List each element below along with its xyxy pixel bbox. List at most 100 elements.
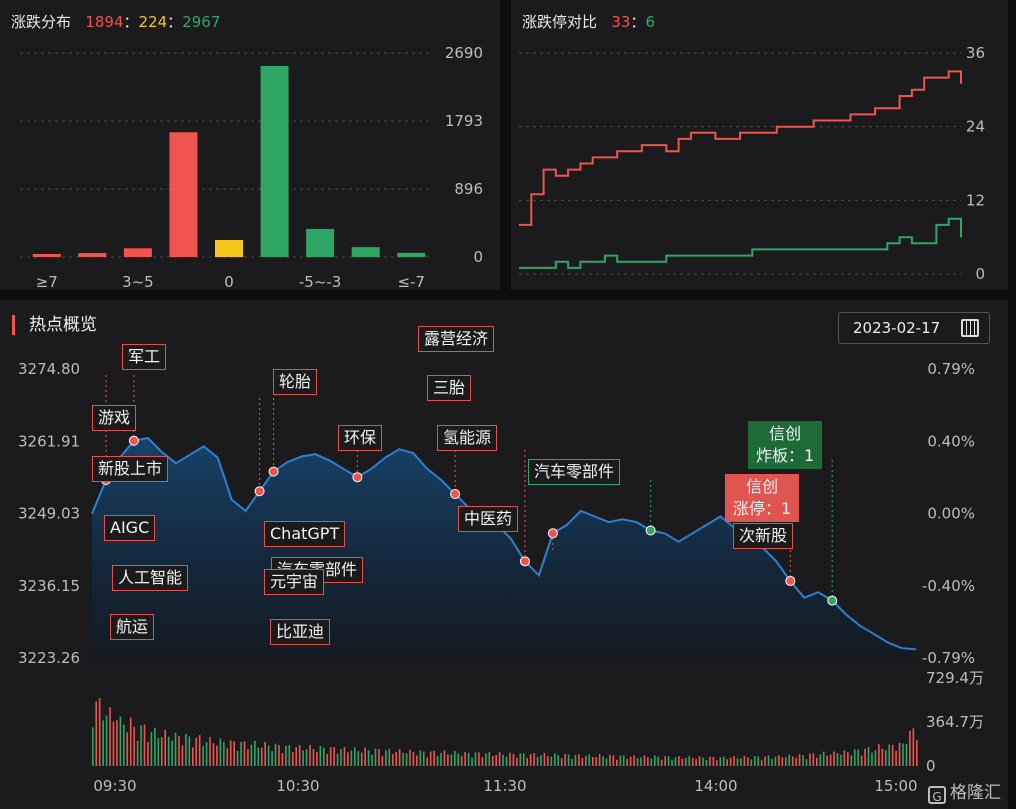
- volume-bar: [767, 755, 770, 766]
- xinchuang-zhaban-line2: 炸板：1: [756, 446, 815, 465]
- up-count: 1894: [85, 13, 124, 31]
- volume-bar: [236, 750, 239, 766]
- volume-bar: [395, 751, 397, 766]
- dist-xtick: ≥7: [36, 273, 58, 290]
- limit-compare-title-text: 涨跌停对比: [522, 13, 598, 31]
- volume-bar: [674, 757, 677, 766]
- volume-bar: [616, 759, 618, 766]
- dist-ytick: 0: [473, 248, 483, 266]
- volume-bar: [795, 757, 797, 766]
- volume-bar: [878, 744, 880, 766]
- volume-bar: [391, 754, 394, 766]
- volume-bar: [781, 757, 784, 766]
- volume-bar: [343, 746, 346, 766]
- volume-bar: [402, 752, 404, 766]
- hot-xtick: 10:30: [276, 777, 319, 795]
- volume-bar: [209, 737, 211, 766]
- volume-bar: [467, 752, 470, 766]
- volume-bar: [578, 754, 580, 766]
- volume-bar: [843, 750, 846, 766]
- date-picker[interactable]: 2023-02-17: [838, 312, 990, 344]
- volume-bar: [691, 758, 694, 766]
- volume-bar: [174, 732, 177, 766]
- tag-luying[interactable]: 露营经济: [418, 326, 495, 352]
- volume-bar: [302, 750, 304, 766]
- volume-bar: [747, 757, 749, 766]
- volume-bar: [891, 745, 894, 766]
- tag-xinchuang-zhangting[interactable]: 信创 涨停：1: [725, 474, 800, 522]
- hot-ytick-left: 3223.26: [18, 649, 80, 667]
- flat-count: 224: [138, 13, 168, 31]
- volume-bar: [526, 758, 529, 766]
- volume-bar: [378, 749, 380, 766]
- volume-bar: [826, 755, 828, 766]
- tag-luntai[interactable]: 轮胎: [273, 369, 318, 395]
- limit-up-count: 33: [611, 13, 631, 31]
- logo-text: 格隆汇: [950, 783, 1001, 803]
- tag-rgzn[interactable]: 人工智能: [112, 565, 189, 591]
- tag-youxi[interactable]: 游戏: [92, 405, 137, 431]
- volume-bar: [426, 757, 429, 766]
- volume-bar: [871, 752, 873, 766]
- tag-yuanyuzhou[interactable]: 元宇宙: [264, 569, 325, 595]
- volume-bar: [367, 750, 370, 766]
- xinchuang-zhangting-line2: 涨停：1: [733, 499, 792, 518]
- tag-zhongyiyao[interactable]: 中医药: [458, 506, 519, 532]
- distribution-panel: 涨跌分布 1894：224：2967 2690 1793 896 0 ≥7 3~5 0 -5~…: [0, 0, 500, 290]
- volume-bar: [133, 726, 135, 766]
- limit-ytick: 36: [966, 44, 985, 62]
- volume-bar: [626, 758, 628, 766]
- volume-bar: [340, 748, 342, 766]
- volume-bar: [633, 755, 635, 766]
- volume-bar: [719, 757, 722, 766]
- volume-bar: [543, 752, 546, 766]
- tag-huanbao[interactable]: 环保: [338, 425, 383, 451]
- tag-qczc[interactable]: 汽车零部件: [528, 459, 621, 485]
- volume-bar: [716, 760, 718, 766]
- tag-junggong[interactable]: 军工: [122, 344, 167, 370]
- limit-down-count: 6: [645, 13, 655, 31]
- volume-bar: [164, 729, 167, 766]
- volume-bar: [223, 741, 225, 766]
- tag-chatgpt[interactable]: ChatGPT: [264, 521, 346, 547]
- tag-santai[interactable]: 三胎: [427, 375, 472, 401]
- tag-hangyun[interactable]: 航运: [110, 614, 155, 640]
- limit-ytick: 24: [966, 118, 985, 136]
- volume-bar: [202, 745, 204, 766]
- tag-cixingu[interactable]: 次新股: [733, 523, 794, 549]
- tag-xingu[interactable]: 新股上市: [92, 456, 169, 482]
- tag-qingneng[interactable]: 氢能源: [437, 425, 498, 451]
- tag-xinchuang-zhaban[interactable]: 信创 炸板：1: [748, 421, 823, 469]
- volume-bar: [316, 751, 318, 766]
- hot-ytick-right: 0.40%: [927, 432, 975, 450]
- volume-bar: [178, 736, 180, 766]
- dist-xtick: ≤-7: [397, 273, 425, 290]
- volume-bar: [726, 759, 728, 766]
- volume-bar: [126, 732, 129, 766]
- volume-bar: [553, 753, 556, 766]
- volume-bar: [905, 744, 908, 766]
- volume-bar: [240, 741, 242, 766]
- volume-bar: [147, 741, 149, 766]
- volume-bar: [191, 747, 194, 766]
- volume-bar: [571, 759, 573, 766]
- volume-bar: [753, 755, 756, 766]
- volume-bar: [829, 754, 832, 766]
- volume-bar: [650, 758, 653, 766]
- volume-bar: [181, 745, 184, 766]
- hot-xtick: 11:30: [483, 777, 526, 795]
- volume-bar: [740, 758, 742, 766]
- volume-bar: [95, 701, 98, 766]
- hot-overview-panel: 热点概览 2023-02-17 3274.80 0.79% 3261.91 0.40%…: [0, 300, 1008, 809]
- tag-aigc[interactable]: AIGC: [104, 515, 156, 541]
- limit-up-line: [519, 70, 962, 226]
- calendar-icon[interactable]: [961, 319, 979, 337]
- dist-bar: [123, 248, 152, 257]
- tag-biyadi[interactable]: 比亚迪: [270, 619, 331, 645]
- volume-bar: [833, 751, 835, 766]
- volume-bar: [660, 759, 663, 766]
- index-area: [92, 438, 916, 658]
- volume-bar: [802, 755, 804, 766]
- volume-bar: [229, 740, 232, 766]
- volume-bar: [212, 743, 215, 766]
